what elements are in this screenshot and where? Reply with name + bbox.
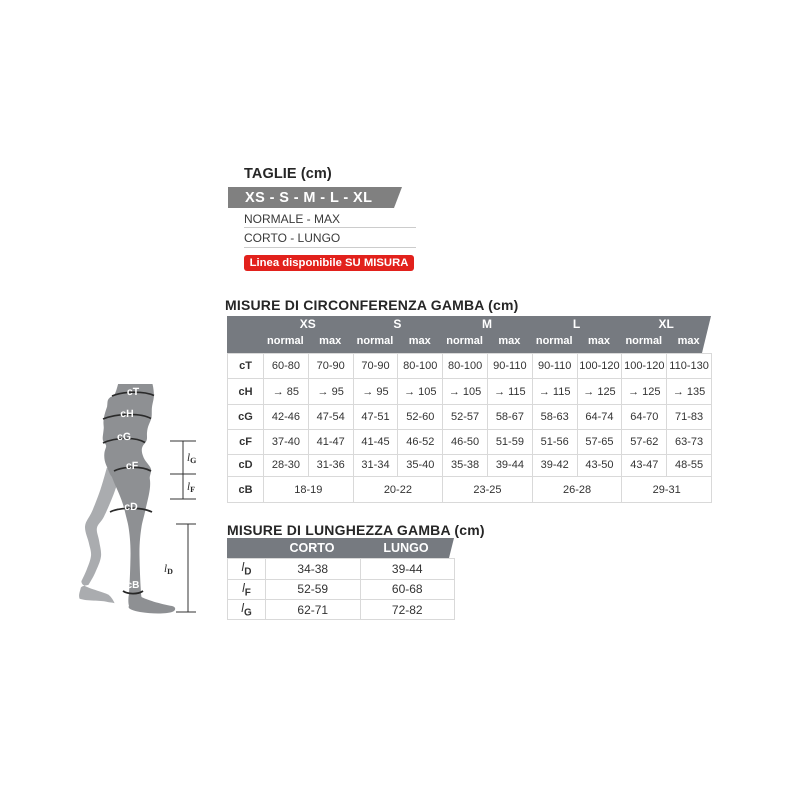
svg-text:cH: cH [120, 408, 133, 420]
svg-text:cT: cT [127, 386, 140, 398]
svg-text:lD: lD [164, 563, 173, 576]
svg-text:cF: cF [126, 460, 139, 472]
svg-text:cG: cG [117, 431, 131, 443]
svg-text:cD: cD [124, 501, 138, 513]
svg-text:lG: lG [187, 452, 196, 465]
svg-text:cB: cB [127, 580, 140, 591]
svg-text:lF: lF [187, 481, 195, 494]
